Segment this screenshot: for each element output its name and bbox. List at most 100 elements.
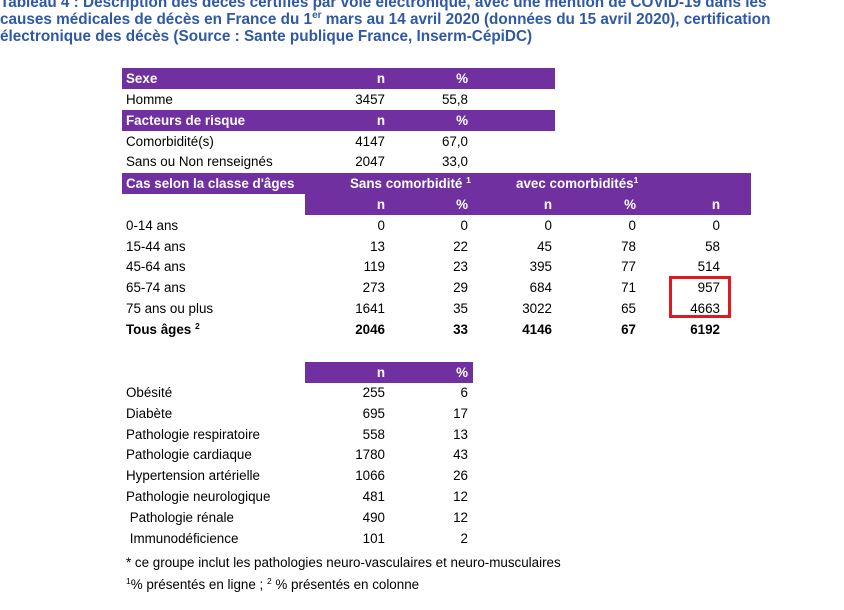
age-row-total: 58 <box>705 239 720 254</box>
age-header-sans: Sans comorbidité 1 <box>350 174 471 194</box>
patho-row-n: 1066 <box>355 468 385 483</box>
age-row-total: 4663 <box>690 301 720 316</box>
risque-row-n: 2047 <box>355 154 385 169</box>
patho-row-label: Pathologie rénale <box>126 510 234 525</box>
age-row-n2: 45 <box>537 239 552 254</box>
age-row-label: 45-64 ans <box>126 259 186 274</box>
age-row-label: 15-44 ans <box>126 239 186 254</box>
patho-row-n: 1780 <box>355 447 385 462</box>
patho-row-pct: 26 <box>453 468 468 483</box>
age-row-p2: 71 <box>621 280 636 295</box>
age-row-total: 514 <box>697 259 720 274</box>
age-row-p1: 22 <box>453 239 468 254</box>
age-row-p1: 29 <box>453 280 468 295</box>
age-total-sup: 2 <box>194 321 200 331</box>
footnote-2-sup-1: 1 <box>126 576 131 586</box>
age-sub-n3: n <box>711 197 720 212</box>
age-row-p2: 0 <box>628 218 636 233</box>
age-row-total: 957 <box>697 280 720 295</box>
age-row-n2: 684 <box>529 280 552 295</box>
risque-header-label: Facteurs de risque <box>126 113 246 128</box>
age-row-n1: 1641 <box>355 301 385 316</box>
sexe-row-label: Homme <box>126 92 173 107</box>
footnote-2-part-b: % présentés en colonne <box>271 577 420 592</box>
age-total-n1: 2046 <box>355 322 385 337</box>
age-row-n1: 119 <box>363 259 385 274</box>
age-row-label: 0-14 ans <box>126 218 179 233</box>
age-header-avec-sup: 1 <box>633 175 639 185</box>
sexe-header-n: n <box>376 71 385 86</box>
patho-row-label: Obésité <box>126 385 173 400</box>
sexe-header-pct: % <box>456 71 468 86</box>
patho-row-pct: 43 <box>453 447 468 462</box>
risque-row-n: 4147 <box>355 134 385 149</box>
risque-row-pct: 33,0 <box>441 154 468 169</box>
risque-header-pct: % <box>456 113 468 128</box>
sexe-row-n: 3457 <box>355 92 385 107</box>
age-row-p2: 65 <box>621 301 636 316</box>
footnote-2-sup-2: 2 <box>266 576 272 586</box>
footnote-1: * ce groupe inclut les pathologies neuro… <box>126 555 561 570</box>
age-total-label-text: Tous âges <box>126 322 192 337</box>
patho-row-pct: 13 <box>453 427 468 442</box>
title-line-2-part-a: causes médicales de décès en France du 1 <box>0 11 313 28</box>
age-row-n2: 0 <box>544 218 552 233</box>
age-row-p2: 78 <box>621 239 636 254</box>
patho-row-label: Pathologie respiratoire <box>126 427 260 442</box>
age-sub-n2: n <box>543 197 552 212</box>
footnote-2: 1% présentés en ligne ; 2 % présentés en… <box>126 575 419 595</box>
age-row-p1: 35 <box>453 301 468 316</box>
age-row-n1: 0 <box>377 218 385 233</box>
age-header-sans-sup: 1 <box>466 175 471 185</box>
age-header-band <box>122 173 751 194</box>
patho-row-n: 695 <box>362 406 385 421</box>
patho-row-label: Diabète <box>126 406 173 421</box>
patho-header-n: n <box>376 365 385 380</box>
patho-row-pct: 2 <box>460 531 468 546</box>
risque-header-n: n <box>376 113 385 128</box>
risque-row-label: Comorbidité(s) <box>126 134 214 149</box>
age-total-label: Tous âges 2 <box>126 320 200 340</box>
risque-header-band <box>122 110 555 131</box>
age-sub-p1: % <box>456 197 468 212</box>
title-line-2: causes médicales de décès en France du 1… <box>0 10 844 29</box>
patho-row-n: 255 <box>362 385 385 400</box>
age-total-total: 6192 <box>690 322 720 337</box>
age-total-p1: 33 <box>453 322 468 337</box>
age-header-avec-text: avec comorbidités <box>516 176 634 191</box>
patho-row-pct: 17 <box>453 406 468 421</box>
highlight-box <box>669 276 731 318</box>
age-row-n1: 13 <box>370 239 385 254</box>
footnote-2-part-a: % présentés en ligne ; <box>130 577 267 592</box>
age-total-n2: 4146 <box>522 322 552 337</box>
risque-row-pct: 67,0 <box>441 134 468 149</box>
sexe-header-label: Sexe <box>126 71 158 86</box>
age-row-label: 75 ans ou plus <box>126 301 214 316</box>
age-row-label: 65-74 ans <box>126 280 186 295</box>
table-title: Tableau 4 : Description des décès certif… <box>0 0 844 45</box>
age-subheader-band <box>305 194 751 215</box>
sexe-header-band <box>122 68 555 89</box>
age-row-n1: 273 <box>362 280 385 295</box>
patho-header-pct: % <box>456 365 468 380</box>
sexe-row-pct: 55,8 <box>441 92 468 107</box>
age-header-sans-text: Sans comorbidité <box>350 176 463 191</box>
title-line-1: Tableau 4 : Description des décès certif… <box>0 0 767 11</box>
patho-row-pct: 12 <box>453 510 468 525</box>
age-sub-n1: n <box>376 197 385 212</box>
age-row-p1: 23 <box>453 259 468 274</box>
patho-row-n: 481 <box>362 489 385 504</box>
patho-row-pct: 6 <box>460 385 468 400</box>
title-superscript: er <box>312 10 322 21</box>
patho-header-band <box>305 362 473 383</box>
patho-row-pct: 12 <box>453 489 468 504</box>
age-row-n2: 395 <box>529 259 552 274</box>
age-row-p2: 77 <box>621 259 636 274</box>
patho-row-label: Hypertension artérielle <box>126 468 260 483</box>
patho-row-n: 490 <box>362 510 385 525</box>
age-row-p1: 0 <box>460 218 468 233</box>
patho-row-label: Immunodéficience <box>126 531 239 546</box>
patho-row-n: 558 <box>362 427 385 442</box>
title-line-2-part-b: mars au 14 avril 2020 (données du 15 avr… <box>321 11 771 28</box>
patho-row-label: Pathologie neurologique <box>126 489 271 504</box>
